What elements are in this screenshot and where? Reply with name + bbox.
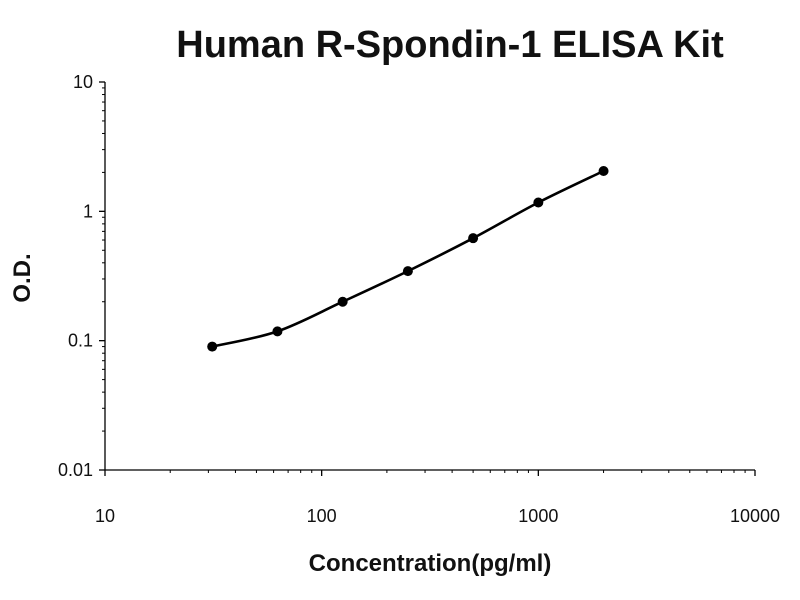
data-point [468,233,479,244]
x-tick-label: 100 [307,506,337,526]
data-point [598,166,609,177]
data-point [337,296,348,307]
x-tick-label: 10000 [730,506,780,526]
chart-title: Human R-Spondin-1 ELISA Kit [176,24,724,66]
data-point [533,197,544,208]
x-axis-label: Concentration(pg/ml) [309,550,552,577]
y-tick-label: 10 [73,72,93,92]
data-point [272,326,283,337]
axes: 0.01 0.1 1 10 10 100 1000 10000 [58,72,780,526]
series-line [211,169,605,348]
plot-area [207,166,609,352]
y-tick-label: 0.01 [58,460,93,480]
data-point [207,341,218,352]
y-tick-label: 1 [83,201,93,221]
x-tick-label: 1000 [518,506,558,526]
data-point [402,266,413,277]
y-axis-label: O.D. [9,253,36,302]
y-tick-label: 0.1 [68,331,93,351]
x-tick-label: 10 [95,506,115,526]
